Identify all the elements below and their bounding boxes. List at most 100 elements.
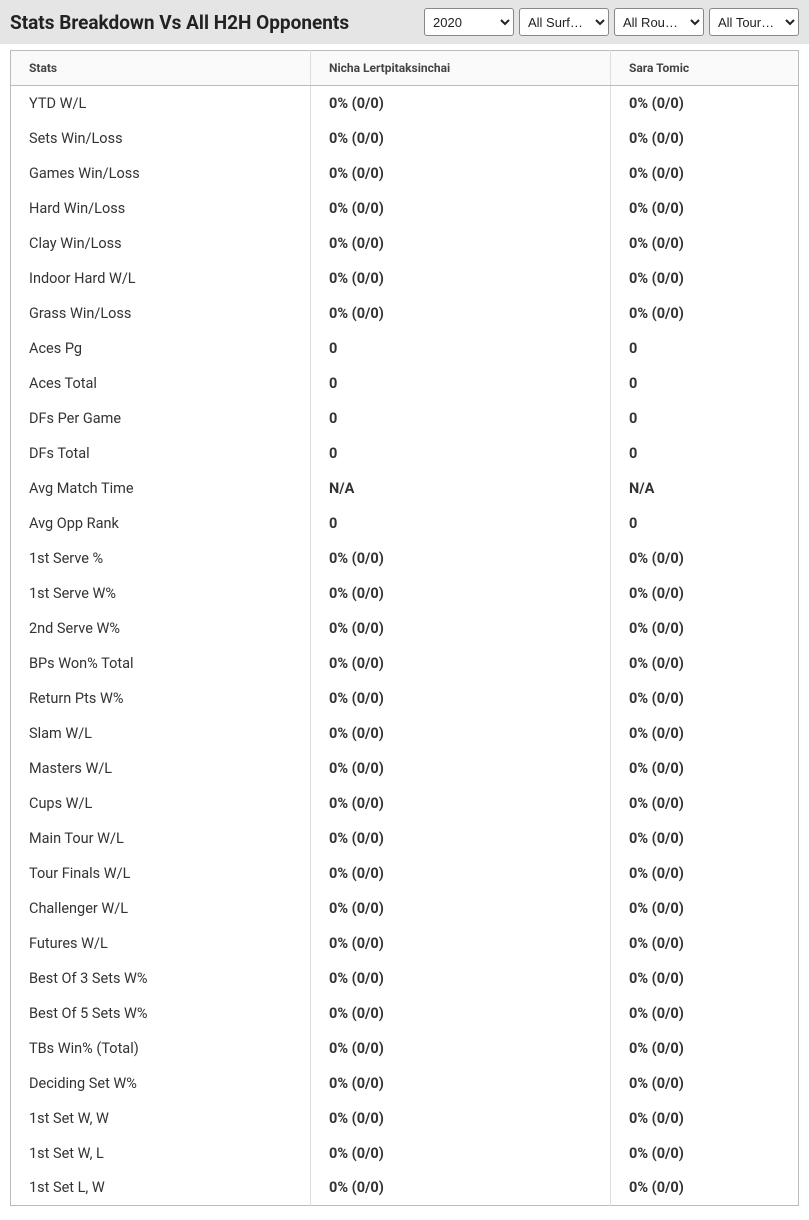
col-player-1: Nicha Lertpitaksinchai <box>311 51 611 86</box>
stat-value-cell: 0% (0/0) <box>311 1171 611 1206</box>
stat-value-cell: 0% (0/0) <box>311 1031 611 1066</box>
stat-name-cell: Masters W/L <box>11 751 311 786</box>
stat-value-cell: 0% (0/0) <box>311 681 611 716</box>
surface-select[interactable]: All Surf… <box>519 8 609 36</box>
stat-value-cell: 0% (0/0) <box>311 646 611 681</box>
stat-name-cell: Grass Win/Loss <box>11 296 311 331</box>
header-bar: Stats Breakdown Vs All H2H Opponents 202… <box>0 0 809 44</box>
stat-value-cell: 0% (0/0) <box>311 226 611 261</box>
stat-value-cell: 0% (0/0) <box>611 751 799 786</box>
table-row: Masters W/L0% (0/0)0% (0/0) <box>11 751 799 786</box>
stat-name-cell: Avg Opp Rank <box>11 506 311 541</box>
stat-name-cell: Main Tour W/L <box>11 821 311 856</box>
stat-name-cell: 1st Set W, L <box>11 1136 311 1171</box>
stat-value-cell: 0% (0/0) <box>311 541 611 576</box>
stat-name-cell: Aces Total <box>11 366 311 401</box>
table-row: Main Tour W/L0% (0/0)0% (0/0) <box>11 821 799 856</box>
stat-value-cell: 0 <box>311 436 611 471</box>
stat-value-cell: 0 <box>311 506 611 541</box>
stat-value-cell: 0% (0/0) <box>311 296 611 331</box>
table-row: DFs Total00 <box>11 436 799 471</box>
table-row: 1st Set W, L0% (0/0)0% (0/0) <box>11 1136 799 1171</box>
table-row: 1st Serve %0% (0/0)0% (0/0) <box>11 541 799 576</box>
stat-name-cell: 1st Set L, W <box>11 1171 311 1206</box>
stat-name-cell: Aces Pg <box>11 331 311 366</box>
stat-name-cell: Deciding Set W% <box>11 1066 311 1101</box>
table-row: Avg Opp Rank00 <box>11 506 799 541</box>
table-row: Tour Finals W/L0% (0/0)0% (0/0) <box>11 856 799 891</box>
stat-name-cell: Avg Match Time <box>11 471 311 506</box>
stat-value-cell: 0% (0/0) <box>311 611 611 646</box>
stat-value-cell: 0 <box>311 366 611 401</box>
stat-name-cell: Cups W/L <box>11 786 311 821</box>
stat-value-cell: 0% (0/0) <box>611 891 799 926</box>
round-select[interactable]: All Rou… <box>614 8 704 36</box>
stat-name-cell: Games Win/Loss <box>11 156 311 191</box>
stat-value-cell: 0 <box>611 436 799 471</box>
stat-value-cell: 0% (0/0) <box>311 961 611 996</box>
stat-name-cell: Hard Win/Loss <box>11 191 311 226</box>
stat-value-cell: 0% (0/0) <box>611 1031 799 1066</box>
table-row: 1st Set W, W0% (0/0)0% (0/0) <box>11 1101 799 1136</box>
stat-value-cell: 0 <box>611 401 799 436</box>
stat-value-cell: 0% (0/0) <box>311 716 611 751</box>
stat-name-cell: 2nd Serve W% <box>11 611 311 646</box>
stat-name-cell: Futures W/L <box>11 926 311 961</box>
stat-name-cell: Slam W/L <box>11 716 311 751</box>
stat-value-cell: 0% (0/0) <box>611 1171 799 1206</box>
stat-value-cell: 0% (0/0) <box>611 156 799 191</box>
stat-value-cell: 0 <box>611 366 799 401</box>
stat-value-cell: 0% (0/0) <box>311 786 611 821</box>
stat-value-cell: 0% (0/0) <box>611 611 799 646</box>
table-row: Grass Win/Loss0% (0/0)0% (0/0) <box>11 296 799 331</box>
table-wrap: Stats Nicha Lertpitaksinchai Sara Tomic … <box>0 44 809 1216</box>
stat-value-cell: 0 <box>611 331 799 366</box>
stat-value-cell: 0% (0/0) <box>611 856 799 891</box>
stat-name-cell: Best Of 5 Sets W% <box>11 996 311 1031</box>
stat-value-cell: 0% (0/0) <box>611 541 799 576</box>
stat-value-cell: 0% (0/0) <box>611 996 799 1031</box>
table-row: Aces Pg00 <box>11 331 799 366</box>
stat-value-cell: 0% (0/0) <box>311 261 611 296</box>
table-row: Indoor Hard W/L0% (0/0)0% (0/0) <box>11 261 799 296</box>
stat-value-cell: 0% (0/0) <box>311 996 611 1031</box>
stat-name-cell: Sets Win/Loss <box>11 121 311 156</box>
stat-value-cell: 0% (0/0) <box>611 576 799 611</box>
stat-name-cell: BPs Won% Total <box>11 646 311 681</box>
stat-value-cell: 0% (0/0) <box>611 926 799 961</box>
stat-name-cell: 1st Serve % <box>11 541 311 576</box>
stat-value-cell: N/A <box>611 471 799 506</box>
table-row: Best Of 5 Sets W%0% (0/0)0% (0/0) <box>11 996 799 1031</box>
stats-table: Stats Nicha Lertpitaksinchai Sara Tomic … <box>10 50 799 1206</box>
stat-value-cell: 0% (0/0) <box>311 1136 611 1171</box>
table-row: Cups W/L0% (0/0)0% (0/0) <box>11 786 799 821</box>
stat-value-cell: 0 <box>611 506 799 541</box>
stat-name-cell: 1st Serve W% <box>11 576 311 611</box>
table-header-row: Stats Nicha Lertpitaksinchai Sara Tomic <box>11 51 799 86</box>
table-row: Return Pts W%0% (0/0)0% (0/0) <box>11 681 799 716</box>
stat-value-cell: 0% (0/0) <box>611 786 799 821</box>
stat-value-cell: N/A <box>311 471 611 506</box>
stat-value-cell: 0% (0/0) <box>311 121 611 156</box>
table-row: Futures W/L0% (0/0)0% (0/0) <box>11 926 799 961</box>
table-row: Sets Win/Loss0% (0/0)0% (0/0) <box>11 121 799 156</box>
stat-value-cell: 0% (0/0) <box>311 1101 611 1136</box>
stat-name-cell: TBs Win% (Total) <box>11 1031 311 1066</box>
table-row: 1st Set L, W0% (0/0)0% (0/0) <box>11 1171 799 1206</box>
tournament-select[interactable]: All Tour… <box>709 8 799 36</box>
stat-name-cell: Return Pts W% <box>11 681 311 716</box>
stat-value-cell: 0 <box>311 401 611 436</box>
filter-group: 2020 All Surf… All Rou… All Tour… <box>424 8 799 36</box>
table-row: Challenger W/L0% (0/0)0% (0/0) <box>11 891 799 926</box>
stat-value-cell: 0% (0/0) <box>611 716 799 751</box>
table-row: Deciding Set W%0% (0/0)0% (0/0) <box>11 1066 799 1101</box>
stat-name-cell: Indoor Hard W/L <box>11 261 311 296</box>
stat-name-cell: DFs Per Game <box>11 401 311 436</box>
stat-value-cell: 0% (0/0) <box>611 646 799 681</box>
stat-value-cell: 0% (0/0) <box>311 156 611 191</box>
stat-value-cell: 0% (0/0) <box>611 961 799 996</box>
year-select[interactable]: 2020 <box>424 8 514 36</box>
table-row: Hard Win/Loss0% (0/0)0% (0/0) <box>11 191 799 226</box>
stat-value-cell: 0% (0/0) <box>611 1136 799 1171</box>
table-row: BPs Won% Total0% (0/0)0% (0/0) <box>11 646 799 681</box>
